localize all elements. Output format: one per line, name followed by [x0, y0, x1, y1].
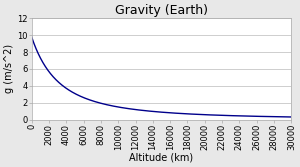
- X-axis label: Altitude (km): Altitude (km): [129, 153, 194, 163]
- Y-axis label: g (m/s^2): g (m/s^2): [4, 44, 14, 94]
- Title: Gravity (Earth): Gravity (Earth): [115, 4, 208, 17]
